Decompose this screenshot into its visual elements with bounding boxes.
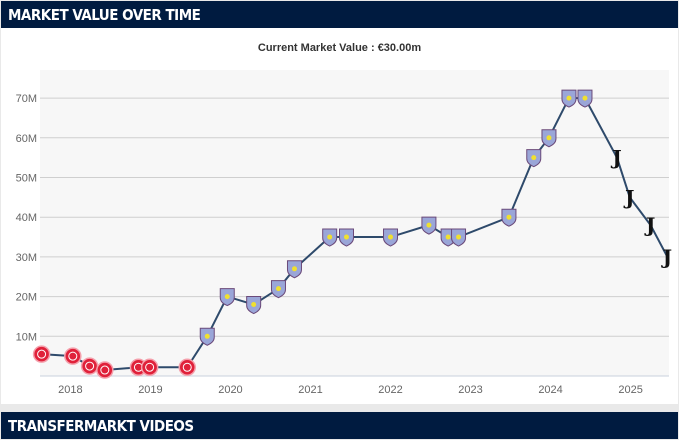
y-tick-label: 30M	[16, 252, 37, 264]
aston-villa-lion	[506, 214, 512, 220]
girona-crest-marker	[140, 358, 159, 377]
aston-villa-lion	[531, 155, 537, 161]
aston-villa-lion	[343, 234, 349, 240]
y-tick-label: 50M	[16, 173, 37, 185]
girona-crest-marker	[96, 361, 114, 379]
x-tick-label: 2020	[218, 384, 242, 396]
aston-villa-lion	[546, 135, 552, 141]
aston-villa-lion	[426, 222, 432, 228]
y-tick-label: 60M	[16, 133, 37, 145]
aston-villa-lion	[388, 234, 394, 240]
aston-villa-lion	[204, 333, 210, 339]
aston-villa-lion	[275, 286, 281, 292]
x-tick-label: 2022	[378, 384, 402, 396]
juventus-crest-marker: J	[623, 185, 634, 209]
x-tick-label: 2024	[538, 384, 562, 396]
girona-crest-inner	[182, 362, 192, 372]
aston-villa-lion	[327, 234, 333, 240]
y-tick-label: 40M	[16, 212, 37, 224]
x-tick-label: 2021	[298, 384, 322, 396]
x-tick-label: 2019	[138, 384, 162, 396]
current-market-value: Current Market Value : €30.00m	[257, 42, 422, 54]
girona-crest-marker	[32, 345, 51, 363]
girona-crest-marker	[178, 358, 196, 377]
x-tick-label: 2018	[58, 384, 82, 396]
juventus-crest-marker: J	[644, 213, 655, 237]
section-header-market-value: MARKET VALUE OVER TIME	[1, 1, 678, 28]
aston-villa-lion	[456, 234, 462, 240]
y-tick-label: 70M	[16, 93, 37, 105]
girona-crest-marker	[64, 347, 82, 365]
x-tick-label: 2025	[618, 384, 642, 396]
x-tick-label: 2023	[458, 384, 482, 396]
girona-crest-inner	[100, 365, 110, 375]
juventus-crest-marker: J	[610, 146, 621, 170]
girona-crest-inner	[145, 362, 155, 372]
girona-crest-inner	[37, 349, 47, 359]
y-tick-label: 10M	[16, 331, 37, 343]
juventus-crest-marker: J	[661, 245, 672, 269]
aston-villa-lion	[251, 302, 257, 308]
section-header-videos: TRANSFERMARKT VIDEOS	[1, 412, 678, 439]
y-tick-label: 20M	[16, 292, 37, 304]
aston-villa-lion	[566, 95, 572, 101]
girona-crest-inner	[85, 361, 95, 371]
aston-villa-lion	[445, 234, 451, 240]
girona-crest-marker	[80, 357, 99, 375]
aston-villa-lion	[291, 266, 297, 272]
aston-villa-lion	[224, 294, 230, 300]
plot-area	[40, 70, 669, 376]
aston-villa-lion	[582, 95, 588, 101]
girona-crest-inner	[68, 351, 78, 361]
